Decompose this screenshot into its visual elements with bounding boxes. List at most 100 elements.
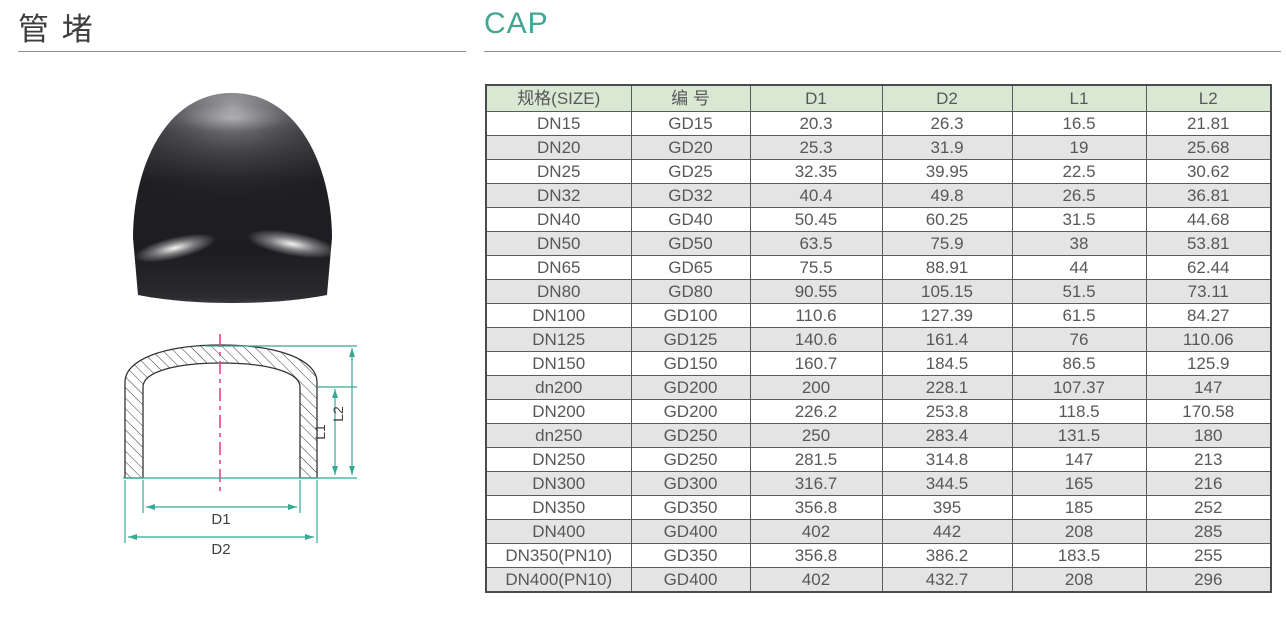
table-cell: 20.3 bbox=[749, 111, 883, 136]
table-cell: 402 bbox=[749, 567, 883, 593]
table-cell: DN350 bbox=[485, 495, 632, 520]
table-cell: GD200 bbox=[630, 375, 751, 400]
table-cell: dn250 bbox=[485, 423, 632, 448]
table-cell: 252 bbox=[1145, 495, 1272, 520]
table-cell: GD250 bbox=[630, 423, 751, 448]
dim-label-l2: L2 bbox=[330, 406, 346, 422]
table-cell: 61.5 bbox=[1011, 303, 1147, 328]
table-cell: 26.3 bbox=[881, 111, 1013, 136]
table-cell: DN65 bbox=[485, 255, 632, 280]
table-cell: GD350 bbox=[630, 543, 751, 568]
table-cell: 60.25 bbox=[881, 207, 1013, 232]
table-cell: 63.5 bbox=[749, 231, 883, 256]
table-cell: GD65 bbox=[630, 255, 751, 280]
page-title-chinese: 管 堵 bbox=[18, 12, 95, 47]
table-cell: 105.15 bbox=[881, 279, 1013, 304]
table-cell: 208 bbox=[1011, 567, 1147, 593]
table-cell: GD300 bbox=[630, 471, 751, 496]
table-cell: DN15 bbox=[485, 111, 632, 136]
table-cell: 161.4 bbox=[881, 327, 1013, 352]
table-cell: DN200 bbox=[485, 399, 632, 424]
table-cell: 285 bbox=[1145, 519, 1272, 544]
dimension-lines bbox=[128, 348, 355, 540]
table-cell: GD50 bbox=[630, 231, 751, 256]
table-row: DN80 GD80 90.55 105.15 51.5 73.11 bbox=[485, 279, 1272, 304]
table-cell: 44 bbox=[1011, 255, 1147, 280]
table-row: DN250 GD250 281.5 314.8 147 213 bbox=[485, 447, 1272, 472]
table-row: DN400 GD400 402 442 208 285 bbox=[485, 519, 1272, 544]
table-cell: 75.9 bbox=[881, 231, 1013, 256]
table-cell: 356.8 bbox=[749, 495, 883, 520]
table-cell: GD80 bbox=[630, 279, 751, 304]
table-cell: 30.62 bbox=[1145, 159, 1272, 184]
table-cell: dn200 bbox=[485, 375, 632, 400]
table-cell: 51.5 bbox=[1011, 279, 1147, 304]
table-cell: 76 bbox=[1011, 327, 1147, 352]
table-row: DN25 GD25 32.35 39.95 22.5 30.62 bbox=[485, 159, 1272, 184]
column-header: L2 bbox=[1145, 84, 1272, 112]
table-cell: 147 bbox=[1145, 375, 1272, 400]
table-cell: DN150 bbox=[485, 351, 632, 376]
table-cell: 395 bbox=[881, 495, 1013, 520]
table-row: DN125 GD125 140.6 161.4 76 110.06 bbox=[485, 327, 1272, 352]
table-cell: DN125 bbox=[485, 327, 632, 352]
product-photo-cap bbox=[112, 88, 357, 313]
table-cell: 255 bbox=[1145, 543, 1272, 568]
dim-label-d1: D1 bbox=[211, 511, 230, 528]
cap-drawing-graphic: L1 L2 D1 D2 bbox=[123, 334, 357, 558]
table-cell: 25.68 bbox=[1145, 135, 1272, 160]
page-title-english: CAP bbox=[484, 7, 549, 40]
table-cell: GD150 bbox=[630, 351, 751, 376]
column-header: 编 号 bbox=[630, 84, 751, 112]
table-cell: GD250 bbox=[630, 447, 751, 472]
table-cell: 180 bbox=[1145, 423, 1272, 448]
table-row: DN32 GD32 40.4 49.8 26.5 36.81 bbox=[485, 183, 1272, 208]
table-row: DN350(PN10) GD350 356.8 386.2 183.5 255 bbox=[485, 543, 1272, 568]
table-cell: GD100 bbox=[630, 303, 751, 328]
table-cell: 208 bbox=[1011, 519, 1147, 544]
table-cell: GD125 bbox=[630, 327, 751, 352]
table-cell: 31.5 bbox=[1011, 207, 1147, 232]
table-cell: 216 bbox=[1145, 471, 1272, 496]
table-cell: 62.44 bbox=[1145, 255, 1272, 280]
table-cell: 26.5 bbox=[1011, 183, 1147, 208]
table-cell: 228.1 bbox=[881, 375, 1013, 400]
table-cell: 127.39 bbox=[881, 303, 1013, 328]
left-title-underline bbox=[18, 51, 466, 52]
dim-label-d2: D2 bbox=[211, 541, 230, 558]
table-cell: 40.4 bbox=[749, 183, 883, 208]
table-cell: 31.9 bbox=[881, 135, 1013, 160]
table-cell: GD40 bbox=[630, 207, 751, 232]
table-cell: 88.91 bbox=[881, 255, 1013, 280]
table-row: dn200 GD200 200 228.1 107.37 147 bbox=[485, 375, 1272, 400]
table-cell: 184.5 bbox=[881, 351, 1013, 376]
table-cell: 25.3 bbox=[749, 135, 883, 160]
table-cell: 131.5 bbox=[1011, 423, 1147, 448]
table-row: DN65 GD65 75.5 88.91 44 62.44 bbox=[485, 255, 1272, 280]
table-cell: 49.8 bbox=[881, 183, 1013, 208]
table-cell: 183.5 bbox=[1011, 543, 1147, 568]
table-cell: GD400 bbox=[630, 519, 751, 544]
table-cell: 73.11 bbox=[1145, 279, 1272, 304]
table-cell: 253.8 bbox=[881, 399, 1013, 424]
table-cell: 442 bbox=[881, 519, 1013, 544]
table-cell: DN25 bbox=[485, 159, 632, 184]
table-cell: 107.37 bbox=[1011, 375, 1147, 400]
table-cell: 53.81 bbox=[1145, 231, 1272, 256]
table-cell: GD20 bbox=[630, 135, 751, 160]
table-cell: 226.2 bbox=[749, 399, 883, 424]
table-body: DN15 GD15 20.3 26.3 16.5 21.81 DN20 GD20 25.3 31.… bbox=[485, 111, 1272, 593]
table-cell: 118.5 bbox=[1011, 399, 1147, 424]
table-cell: 147 bbox=[1011, 447, 1147, 472]
dimension-drawing-cap: L1 L2 D1 D2 bbox=[110, 330, 370, 566]
column-header: D1 bbox=[749, 84, 883, 112]
table-row: DN200 GD200 226.2 253.8 118.5 170.58 bbox=[485, 399, 1272, 424]
table-cell: 110.06 bbox=[1145, 327, 1272, 352]
table-cell: DN300 bbox=[485, 471, 632, 496]
table-cell: DN40 bbox=[485, 207, 632, 232]
table-cell: 16.5 bbox=[1011, 111, 1147, 136]
table-row: dn250 GD250 250 283.4 131.5 180 bbox=[485, 423, 1272, 448]
table-cell: DN400 bbox=[485, 519, 632, 544]
cap-section-shell bbox=[124, 344, 318, 479]
